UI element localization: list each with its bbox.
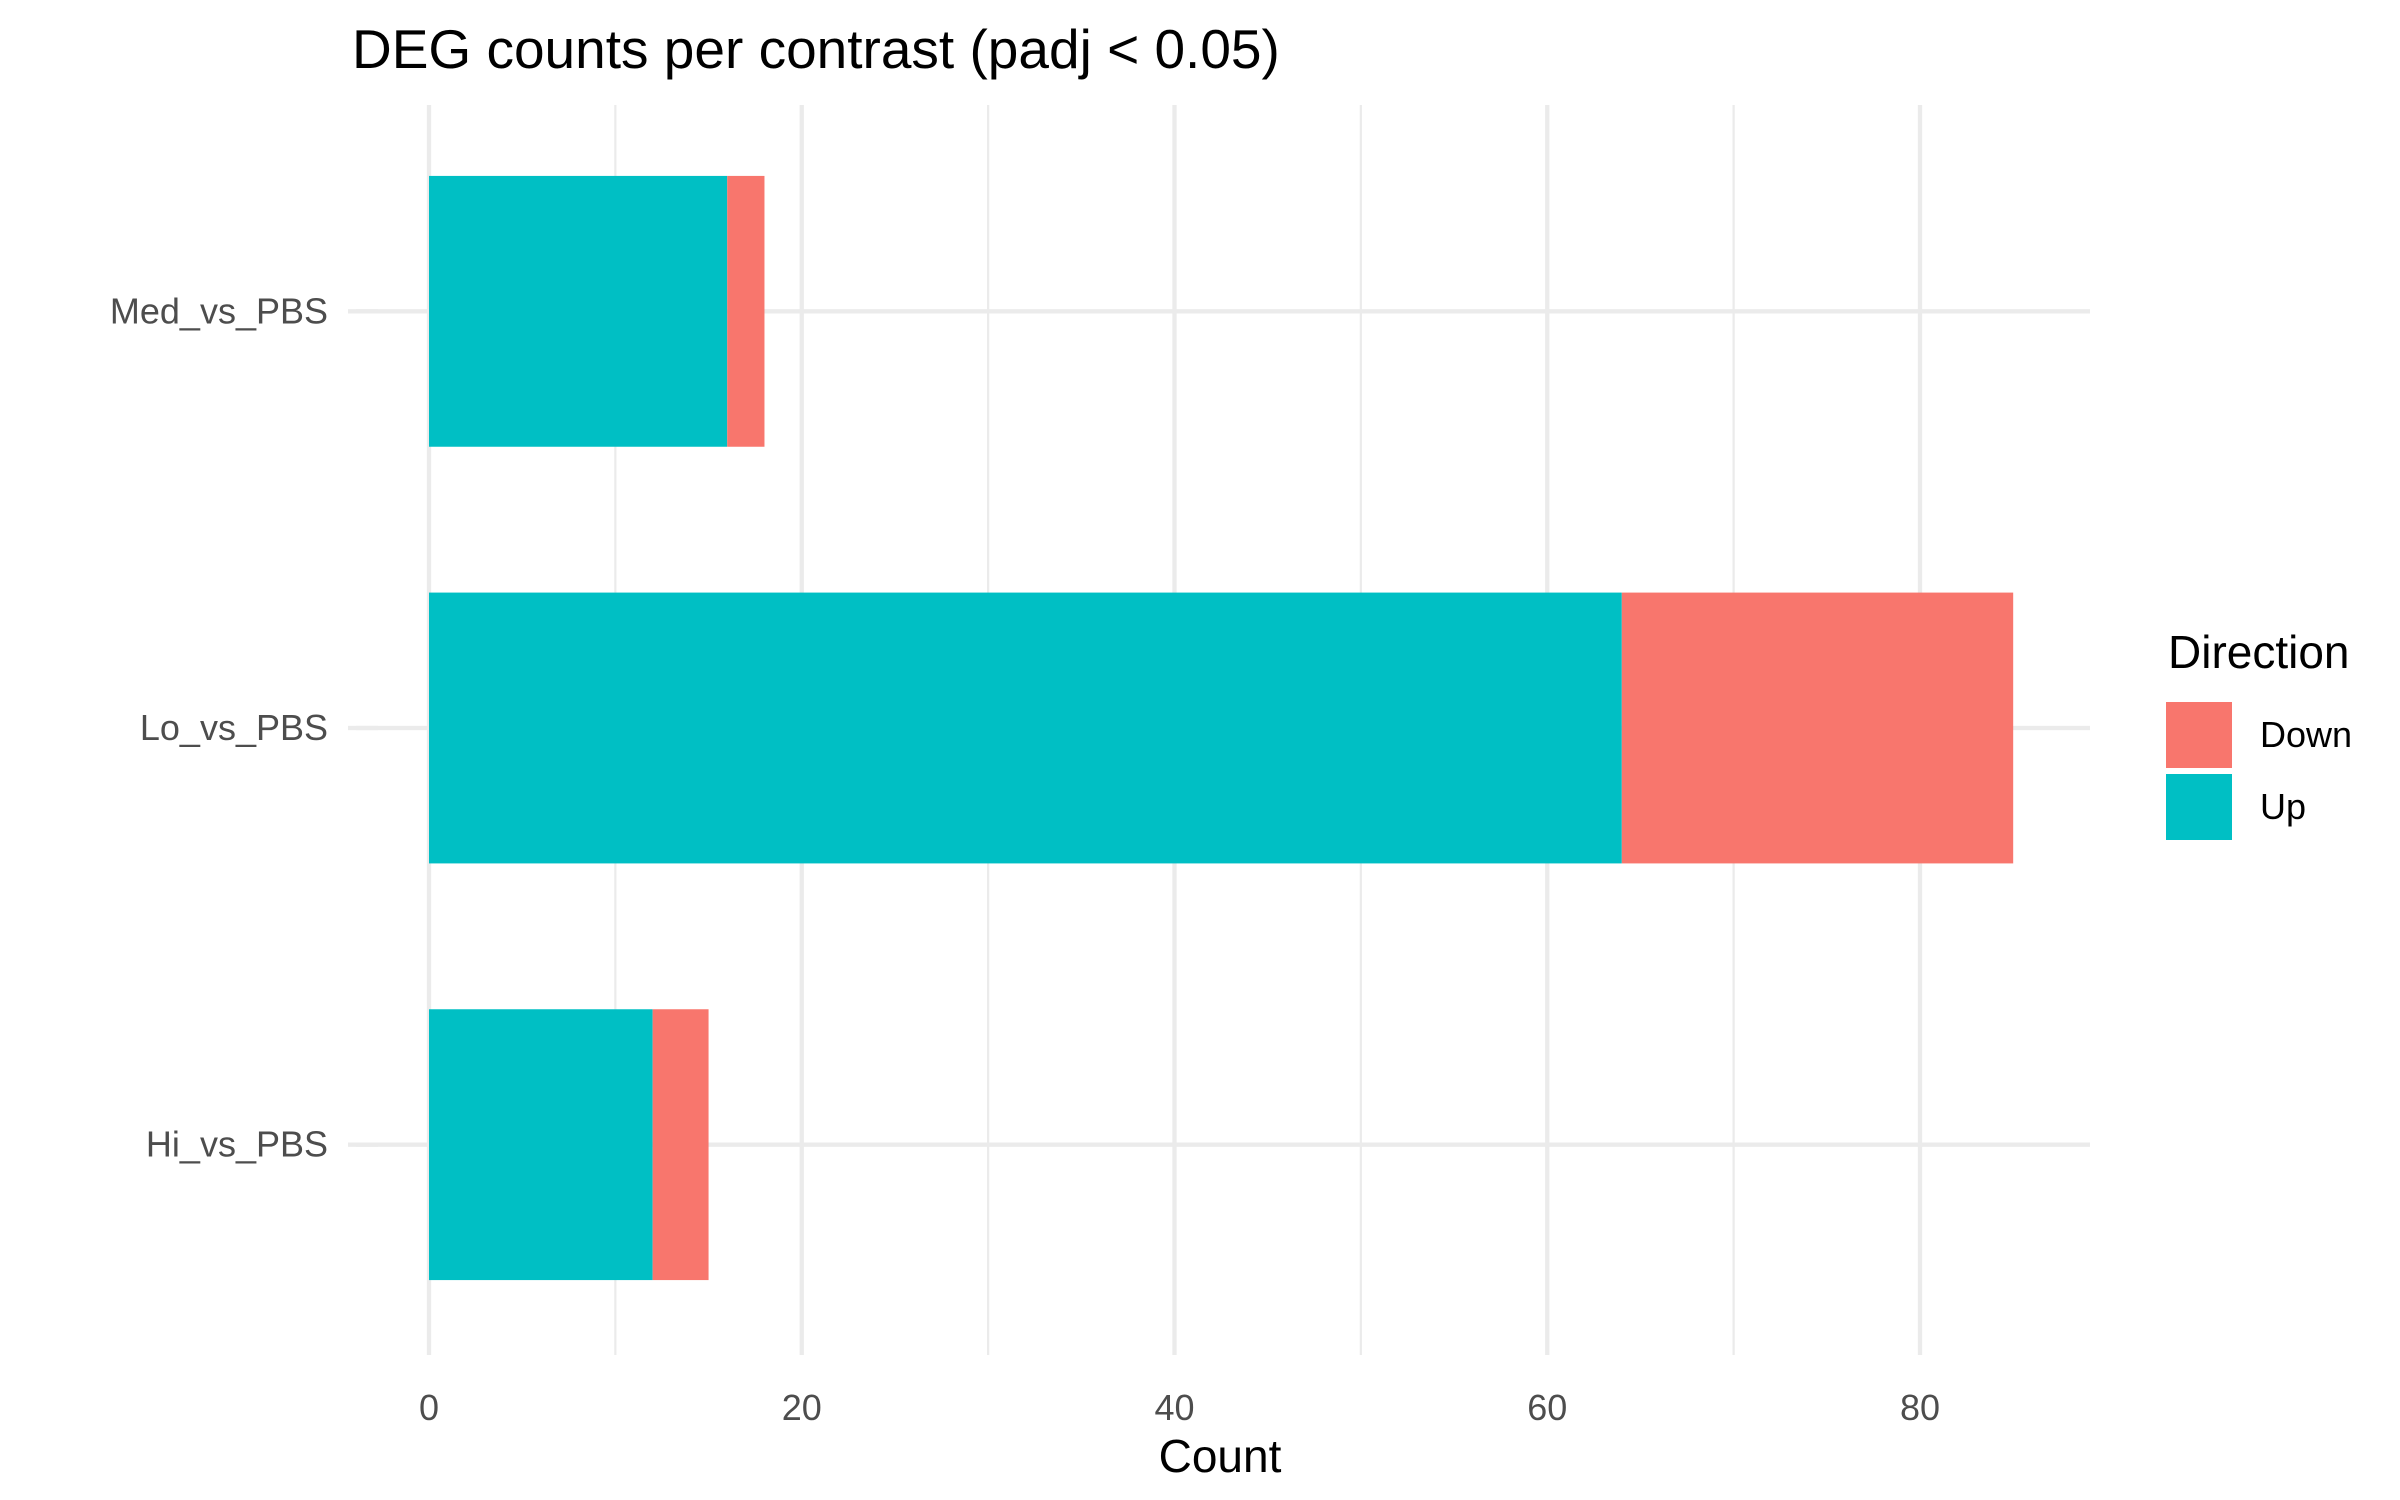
legend-label-down: Down <box>2260 714 2352 755</box>
bar-up-med-vs-pbs <box>429 175 728 447</box>
x-tick-label: 60 <box>1527 1387 1567 1428</box>
bar-down-hi-vs-pbs <box>652 1009 709 1281</box>
bar-up-hi-vs-pbs <box>429 1009 653 1281</box>
legend: Direction Down Up <box>2166 626 2352 840</box>
y-tick-label: Lo_vs_PBS <box>140 707 328 748</box>
legend-label-up: Up <box>2260 786 2306 827</box>
legend-title: Direction <box>2168 626 2350 678</box>
bar-up-lo-vs-pbs <box>429 592 1622 864</box>
legend-items: Down Up <box>2166 702 2352 840</box>
bar-down-lo-vs-pbs <box>1621 592 2014 864</box>
bar-down-med-vs-pbs <box>727 175 765 447</box>
axis-layer: 0 20 40 60 80 Med_vs_PBS Lo_vs_PBS Hi_vs_PBS <box>110 290 1940 1428</box>
x-tick-label: 80 <box>1900 1387 1940 1428</box>
x-tick-label: 20 <box>782 1387 822 1428</box>
legend-key-down <box>2166 702 2232 768</box>
chart-title: DEG counts per contrast (padj < 0.05) <box>352 18 1280 80</box>
x-tick-label: 0 <box>419 1387 439 1428</box>
legend-key-up <box>2166 774 2232 840</box>
y-tick-label: Med_vs_PBS <box>110 290 328 331</box>
bar-layer <box>429 175 2014 1281</box>
x-tick-label: 40 <box>1154 1387 1194 1428</box>
x-axis-title: Count <box>1159 1430 1282 1482</box>
y-tick-label: Hi_vs_PBS <box>146 1124 328 1165</box>
